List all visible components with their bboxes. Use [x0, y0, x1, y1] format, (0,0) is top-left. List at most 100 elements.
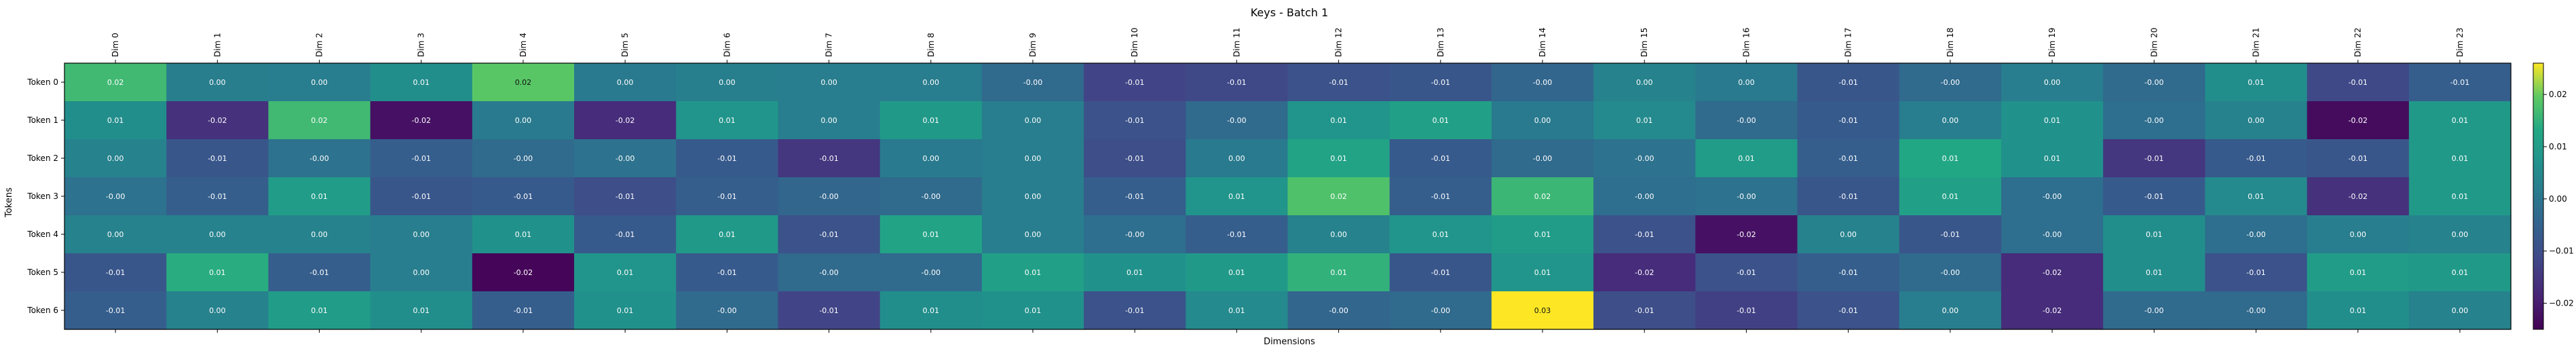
- heatmap-cell: [1491, 139, 1594, 178]
- cell-value-label: -0.00: [615, 154, 634, 163]
- heatmap-cell: [268, 253, 371, 292]
- cell-value-label: -0.01: [2144, 154, 2163, 163]
- heatmap-cell: [2408, 215, 2512, 254]
- heatmap-cell: [981, 215, 1084, 254]
- cell-value-label: -0.00: [1635, 154, 1654, 163]
- heatmap-cell: [2408, 63, 2512, 102]
- cell-value-label: 0.00: [1330, 230, 1347, 239]
- x-tick-label: Dim 9: [1028, 33, 1038, 57]
- heatmap-cell: [268, 291, 371, 330]
- x-tick-label: Dim 14: [1538, 28, 1547, 57]
- heatmap-cell: [268, 139, 371, 178]
- cell-value-label: -0.00: [2144, 306, 2163, 315]
- heatmap-cell: [1186, 101, 1289, 140]
- cell-value-label: -0.01: [819, 154, 838, 163]
- heatmap-cell: [2408, 139, 2512, 178]
- cell-value-label: 0.01: [1636, 116, 1653, 125]
- heatmap-cell: [981, 253, 1084, 292]
- heatmap-cell: [2307, 177, 2410, 216]
- cell-value-label: 0.00: [2452, 306, 2469, 315]
- cell-value-label: 0.00: [1534, 116, 1551, 125]
- x-axis-ticks: Dim 0 Dim 1 Dim 2 Dim 3 Dim 4 Dim 5 Dim 6 Dim 7…: [111, 28, 2465, 333]
- heatmap-cell: [1797, 291, 1900, 330]
- cell-value-label: -0.01: [2450, 78, 2469, 87]
- heatmap-cell: [1389, 63, 1492, 102]
- heatmap-cell: [472, 215, 575, 254]
- cell-value-label: 0.00: [617, 78, 634, 87]
- heatmap-cell: [676, 177, 779, 216]
- cell-value-label: -0.01: [717, 192, 736, 201]
- cell-value-label: 0.01: [923, 230, 940, 239]
- cell-value-label: -0.01: [1431, 192, 1450, 201]
- x-tick-label: Dim 16: [1741, 28, 1751, 57]
- cell-value-label: -0.01: [1329, 78, 1348, 87]
- cell-value-label: 0.00: [515, 116, 532, 125]
- colorbar-tick-label: 0.01: [2549, 142, 2567, 151]
- colorbar: 0.02 0.01 0.00 −0.01 −0.02: [2533, 62, 2574, 330]
- cell-value-label: -0.00: [2144, 116, 2163, 125]
- x-tick-label: Dim 23: [2455, 28, 2465, 57]
- heatmap-cell: [2103, 139, 2205, 178]
- heatmap-cell: [1084, 215, 1186, 254]
- cell-value-label: 0.01: [1330, 268, 1347, 277]
- cell-value-label: 0.01: [719, 116, 736, 125]
- cell-value-label: 0.01: [1433, 116, 1450, 125]
- heatmap-cell: [166, 177, 269, 216]
- heatmap-cell: [1186, 253, 1289, 292]
- cell-value-label: 0.00: [413, 268, 430, 277]
- heatmap-cell: [778, 101, 881, 140]
- cell-value-label: 0.01: [2248, 192, 2265, 201]
- cell-value-label: -0.02: [411, 116, 430, 125]
- cell-value-label: 0.00: [719, 78, 736, 87]
- cell-value-label: -0.01: [615, 230, 634, 239]
- y-tick-label: Token 3: [26, 191, 58, 201]
- cell-value-label: 0.01: [1534, 268, 1551, 277]
- cell-value-label: -0.01: [1635, 306, 1654, 315]
- heatmap-cell: [778, 253, 881, 292]
- heatmap-cell: [1899, 291, 2002, 330]
- x-tick-label: Dim 12: [1334, 28, 1344, 57]
- heatmap-cell: [2307, 63, 2410, 102]
- heatmap-cell: [2307, 215, 2410, 254]
- heatmap-cell: [1186, 139, 1289, 178]
- cell-value-label: 0.01: [1126, 268, 1143, 277]
- heatmap-cell: [166, 253, 269, 292]
- heatmap-cell: [981, 177, 1084, 216]
- cell-value-label: -0.01: [208, 154, 227, 163]
- heatmap-cell: [472, 253, 575, 292]
- colorbar-tick-label: 0.00: [2549, 194, 2567, 204]
- heatmap-cell: [2307, 139, 2410, 178]
- cell-value-label: -0.01: [1941, 230, 1960, 239]
- heatmap-cell: [981, 63, 1084, 102]
- heatmap-cell: [1593, 215, 1696, 254]
- cell-value-label: -0.01: [514, 306, 533, 315]
- heatmap-cell: [574, 63, 677, 102]
- heatmap-cell: [2205, 139, 2308, 178]
- y-tick-label: Token 4: [26, 230, 58, 239]
- cell-value-label: 0.01: [2349, 306, 2366, 315]
- cell-value-label: 0.00: [311, 78, 328, 87]
- cell-value-label: 0.00: [820, 116, 837, 125]
- cell-value-label: 0.00: [1025, 154, 1042, 163]
- heatmap-cell: [1287, 139, 1390, 178]
- heatmap-cell: [2103, 101, 2205, 140]
- x-tick-label: Dim 5: [620, 33, 630, 57]
- cell-value-label: -0.01: [1431, 78, 1450, 87]
- heatmap-cell: [1491, 101, 1594, 140]
- cell-value-label: -0.01: [2246, 154, 2265, 163]
- heatmap-cell: [2103, 291, 2205, 330]
- cell-value-label: -0.00: [2246, 306, 2265, 315]
- heatmap-cell: [778, 63, 881, 102]
- cell-value-label: 0.00: [209, 306, 226, 315]
- cell-value-label: 0.00: [1840, 230, 1857, 239]
- heatmap-cell: [1491, 253, 1594, 292]
- x-tick-label: Dim 19: [2047, 28, 2057, 57]
- cell-value-label: 0.00: [1025, 192, 1042, 201]
- cell-value-label: 0.01: [1942, 154, 1959, 163]
- cell-value-label: -0.01: [1125, 306, 1144, 315]
- heatmap-cell: [2307, 253, 2410, 292]
- heatmap-cell: [2205, 215, 2308, 254]
- cell-value-label: 0.01: [923, 306, 940, 315]
- cell-value-label: 0.01: [1942, 192, 1959, 201]
- cell-value-label: 0.01: [2146, 268, 2163, 277]
